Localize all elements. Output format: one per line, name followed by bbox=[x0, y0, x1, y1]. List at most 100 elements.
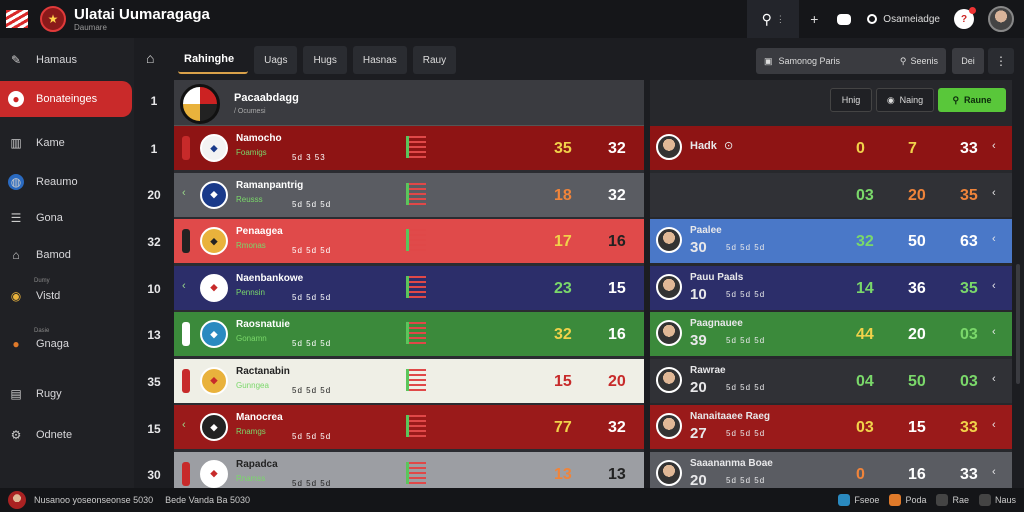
sidebar-item-kame[interactable]: ▥ Kame bbox=[0, 125, 134, 161]
stat-value: 04 bbox=[856, 372, 874, 390]
sidebar-item-odnete[interactable]: ⚙ Odnete bbox=[0, 417, 134, 453]
tab-hasnas[interactable]: Hasnas bbox=[352, 46, 407, 74]
sidebar-item-bonateinges[interactable]: ● Bonateinges bbox=[0, 81, 132, 117]
status-chip[interactable]: Naus bbox=[978, 494, 1016, 506]
rank-column: 1 1 20 32 10 13 35 15 30 bbox=[134, 38, 174, 488]
table-row[interactable]: ◆ Raosnatuie Gonamn 5d 5d 5d 32 16 bbox=[174, 312, 644, 356]
stat-value: 44 bbox=[856, 326, 874, 343]
team-crest-icon: ◆ bbox=[200, 320, 228, 348]
chevron-icon[interactable]: ‹ bbox=[992, 465, 996, 478]
chevron-icon[interactable]: ‹ bbox=[992, 186, 996, 199]
search-button[interactable]: ⚲ ⋮ bbox=[747, 0, 800, 38]
chevron-icon[interactable]: ‹ bbox=[992, 279, 996, 292]
sidebar-item-vistd[interactable]: ◉ Vistd bbox=[0, 278, 134, 314]
season-selector[interactable]: ▣ Samonog Paris ⚲ Seenis bbox=[756, 48, 946, 74]
player-stats: 5d 5d 5d bbox=[726, 475, 766, 485]
team-meta: Rmonas bbox=[236, 241, 266, 250]
player-row[interactable]: Hadk ⊙ 0 7 33 ‹ bbox=[650, 126, 1012, 170]
user-status-label: Osameiadge bbox=[883, 13, 940, 25]
sidebar-item-gnaga[interactable]: ● Gnaga bbox=[0, 326, 134, 362]
player-row[interactable]: 03 20 35 ‹ bbox=[650, 172, 1012, 217]
form-bars-icon bbox=[406, 415, 426, 437]
coin-icon: ◉ bbox=[10, 289, 22, 303]
status-chip[interactable]: Fseoe bbox=[838, 494, 879, 506]
player-number: 27 bbox=[690, 425, 707, 442]
score-secondary: 13 bbox=[608, 465, 626, 483]
player-stats: 5d 5d 5d bbox=[726, 429, 766, 438]
form-bars-icon bbox=[406, 368, 426, 391]
avatar[interactable] bbox=[8, 491, 26, 509]
settings-icon: ⚙ bbox=[10, 428, 22, 442]
player-avatar bbox=[656, 366, 682, 393]
chat-button[interactable] bbox=[829, 0, 859, 38]
sidebar-sub-label: Dasie bbox=[34, 328, 50, 334]
tab-hugs[interactable]: Hugs bbox=[303, 46, 347, 74]
table-row[interactable]: ◆ Penaagea Rmonas 5d 5d 5d 17 16 bbox=[174, 219, 644, 263]
sidebar-item-reaumo[interactable]: ◍ Reaumo bbox=[0, 164, 134, 200]
rank-number: 1 bbox=[150, 142, 158, 156]
sidebar-item-label: Reaumo bbox=[36, 176, 78, 188]
player-row[interactable]: Rawrae 20 5d 5d 5d 04 50 03 ‹ bbox=[650, 358, 1012, 403]
stat-value: 36 bbox=[908, 279, 926, 297]
add-button[interactable]: + bbox=[799, 0, 829, 38]
search-label: Seenis bbox=[910, 56, 938, 66]
player-row[interactable]: Paalee 30 5d 5d 5d 32 50 63 ‹ bbox=[650, 219, 1012, 263]
player-panel: Hnig ◉ Naing ⚲ Raune Hadk ⊙ 0 7 33 ‹ 03 20 35 ‹ Paal… bbox=[650, 80, 1012, 496]
person-icon: ● bbox=[8, 91, 24, 107]
sort-button[interactable]: ◉ Naing bbox=[876, 88, 934, 112]
form-bars-icon bbox=[406, 182, 426, 205]
player-row[interactable]: Paagnauee 39 5d 5d 5d 44 20 03 ‹ bbox=[650, 312, 1012, 356]
rank-number: 35 bbox=[147, 375, 161, 389]
scrollbar[interactable] bbox=[1016, 264, 1020, 384]
table-row[interactable]: ‹ ◆ Manocrea Rnamgs 5d 5d 5d 77 32 bbox=[174, 405, 644, 449]
filter-button[interactable]: Hnig bbox=[830, 88, 872, 112]
avatar[interactable] bbox=[988, 6, 1014, 32]
stat-value: 35 bbox=[960, 279, 978, 297]
team-meta: Rnamgs bbox=[236, 427, 266, 436]
stat-value: 03 bbox=[960, 326, 978, 343]
player-avatar bbox=[656, 459, 682, 486]
view-button[interactable]: Dei bbox=[952, 48, 984, 74]
sidebar-item-label: Kame bbox=[36, 137, 65, 149]
chevron-icon: ‹ bbox=[182, 279, 186, 292]
sidebar-item-hamaus[interactable]: ✎ Hamaus bbox=[0, 42, 134, 78]
top-bar: ★ Ulatai Uumaragaga Daumare ⚲ ⋮ + Osameia… bbox=[0, 0, 1024, 38]
team-meta: Foamigs bbox=[236, 148, 267, 157]
status-chip[interactable]: Poda bbox=[889, 494, 926, 506]
score-secondary: 15 bbox=[608, 279, 626, 297]
tab-rahinghe[interactable]: Rahinghe bbox=[178, 46, 249, 74]
info-icon: ⊙ bbox=[724, 140, 734, 152]
status-chip[interactable]: Rae bbox=[936, 494, 969, 506]
team-name: Namocho bbox=[236, 133, 282, 144]
player-avatar bbox=[656, 320, 682, 346]
brand[interactable]: ★ Ulatai Uumaragaga Daumare bbox=[0, 0, 210, 38]
form-bars-icon bbox=[406, 461, 426, 484]
player-row[interactable]: Nanaitaaee Raeg 27 5d 5d 5d 03 15 33 ‹ bbox=[650, 405, 1012, 449]
score-secondary: 16 bbox=[608, 326, 626, 343]
table-row[interactable]: ‹ ◆ Naenbankowe Pennsin 5d 5d 5d 23 15 bbox=[174, 265, 644, 310]
chevron-icon[interactable]: ‹ bbox=[992, 419, 996, 431]
chevron-icon[interactable]: ‹ bbox=[992, 140, 996, 152]
stat-value: 0 bbox=[856, 140, 865, 157]
table-row[interactable]: ‹ ◆ Ramanpantrig Reusss 5d 5d 5d 18 32 bbox=[174, 172, 644, 217]
stat-value: 33 bbox=[960, 419, 978, 436]
team-crest-icon: ◆ bbox=[200, 134, 228, 162]
sidebar-item-rugy[interactable]: ▤ Rugy bbox=[0, 376, 134, 412]
tab-rauy[interactable]: Rauy bbox=[412, 46, 457, 74]
table-row[interactable]: ◆ Namocho Foamigs 5d 3 53 35 32 bbox=[174, 126, 644, 170]
chevron-icon[interactable]: ‹ bbox=[992, 326, 996, 338]
chevron-icon: ‹ bbox=[182, 186, 186, 199]
more-icon[interactable]: ⋮ bbox=[988, 48, 1014, 74]
search-players-button[interactable]: ⚲ Raune bbox=[938, 88, 1006, 112]
table-row[interactable]: ◆ Ractanabin Gunngea 5d 5d 5d 15 20 bbox=[174, 358, 644, 403]
player-row[interactable]: Pauu Paals 10 5d 5d 5d 14 36 35 ‹ bbox=[650, 265, 1012, 310]
home-icon[interactable]: ⌂ bbox=[146, 50, 155, 66]
tab-uags[interactable]: Uags bbox=[254, 46, 298, 74]
sidebar-item-bamod[interactable]: ⌂ Bamod bbox=[0, 237, 134, 273]
notification-button[interactable]: ? bbox=[954, 7, 976, 29]
sidebar-item-gona[interactable]: ☰ Gona bbox=[0, 200, 134, 236]
stat-value: 16 bbox=[908, 465, 926, 483]
user-status[interactable]: Osameiadge bbox=[867, 14, 940, 25]
chevron-icon[interactable]: ‹ bbox=[992, 233, 996, 245]
chevron-icon[interactable]: ‹ bbox=[992, 372, 996, 385]
